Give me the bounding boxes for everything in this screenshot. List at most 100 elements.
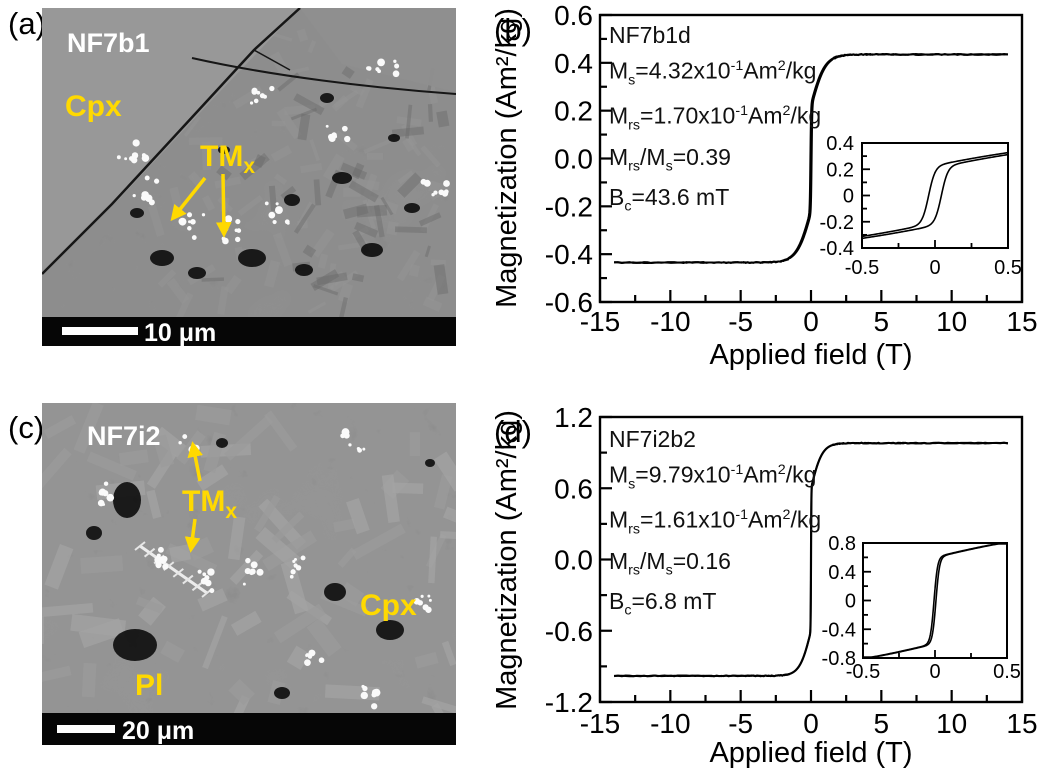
white-speck xyxy=(116,155,121,160)
lath-grain xyxy=(195,404,232,426)
scale-bar-label: 10 μm xyxy=(144,319,216,346)
lath-grain xyxy=(351,523,406,560)
dendrite-spine xyxy=(139,544,208,595)
grain xyxy=(420,145,441,168)
lath-grain xyxy=(433,474,453,510)
lath-grain xyxy=(73,403,104,454)
lath-grain xyxy=(324,684,380,701)
white-speck xyxy=(269,85,275,92)
grain xyxy=(157,269,177,288)
cpx-label: Cpx xyxy=(360,589,417,622)
white-speck xyxy=(344,135,351,143)
grain xyxy=(214,176,241,189)
y-tick-label: 0.6 xyxy=(554,0,593,31)
white-speck xyxy=(362,447,366,451)
white-speck xyxy=(251,87,258,94)
lath-grain xyxy=(337,547,357,568)
white-speck xyxy=(318,657,325,664)
crack-line xyxy=(253,49,291,71)
lath-grain xyxy=(273,603,326,644)
white-speck xyxy=(343,432,350,439)
white-speck xyxy=(156,553,161,558)
grain xyxy=(269,31,293,42)
y-tick-label: -0.6 xyxy=(545,287,593,318)
lath-grain xyxy=(440,531,456,541)
grain xyxy=(201,277,225,282)
white-speck xyxy=(427,594,431,598)
grain xyxy=(397,170,414,185)
white-speck xyxy=(157,546,164,553)
white-speck xyxy=(209,588,215,594)
panel-c-tag: (c) xyxy=(8,410,45,445)
y-tick-label: 0 xyxy=(843,186,854,208)
grain xyxy=(330,270,347,287)
white-speck xyxy=(106,493,115,502)
dark-patch xyxy=(218,146,230,154)
dark-patch xyxy=(150,250,174,266)
grain xyxy=(280,185,297,201)
tmx-label-sub: x xyxy=(243,155,255,178)
dark-patch xyxy=(425,459,435,467)
lath-grain xyxy=(196,464,229,491)
grain xyxy=(354,221,379,238)
white-speck xyxy=(340,433,346,439)
white-speck xyxy=(178,218,185,225)
white-speck xyxy=(293,563,298,568)
y-tick-label: 0.0 xyxy=(554,545,593,576)
lath-grain xyxy=(414,651,439,669)
lath-grain xyxy=(138,596,166,626)
dark-patch xyxy=(188,267,206,279)
white-speck xyxy=(289,574,294,579)
y-tick-label: 0.4 xyxy=(554,48,593,79)
inset-hysteresis-curve xyxy=(862,151,1008,238)
grain xyxy=(418,212,442,227)
white-speck xyxy=(161,555,168,562)
grain xyxy=(342,203,369,220)
grain xyxy=(369,209,384,222)
white-speck xyxy=(341,125,348,132)
y-tick-label: 0.4 xyxy=(826,133,854,155)
grain xyxy=(293,93,325,116)
white-speck xyxy=(144,175,150,181)
pl-label: Pl xyxy=(135,669,163,702)
lath-grain xyxy=(227,516,246,561)
crack-line xyxy=(191,57,456,95)
white-speck xyxy=(431,193,435,197)
white-speck xyxy=(191,235,197,240)
x-tick-label: -15 xyxy=(580,708,620,739)
grain xyxy=(424,245,431,258)
grain xyxy=(280,66,310,77)
y-tick-label: -0.4 xyxy=(820,238,854,260)
x-tick-label: 0.5 xyxy=(994,257,1022,279)
lath-grain xyxy=(271,511,305,544)
white-speck xyxy=(392,70,400,78)
white-speck xyxy=(256,90,261,95)
sem-c-lath-texture xyxy=(42,403,456,745)
lath-grain xyxy=(306,617,342,657)
grain xyxy=(343,187,361,197)
lath-grain xyxy=(333,518,356,533)
white-speck xyxy=(249,101,254,105)
dark-patch xyxy=(274,687,290,699)
grain xyxy=(351,273,365,283)
y-tick-label: 1.2 xyxy=(554,402,593,433)
white-speck xyxy=(269,213,273,217)
white-speck xyxy=(425,606,432,613)
scale-bar xyxy=(62,327,138,335)
lath-grain xyxy=(42,616,44,644)
white-speck xyxy=(264,201,269,206)
grain xyxy=(240,153,269,175)
x-tick-label: 0.5 xyxy=(993,661,1021,683)
lath-grain xyxy=(160,640,185,663)
grain xyxy=(427,104,434,122)
inset-hysteresis-curve xyxy=(863,543,1007,658)
grain xyxy=(310,269,340,292)
grain xyxy=(316,272,348,286)
tmx-label-main: TM xyxy=(200,140,243,173)
lath-grain xyxy=(86,451,137,481)
white-speck xyxy=(371,703,378,710)
white-speck xyxy=(272,219,277,225)
grain xyxy=(239,152,270,181)
y-tick-label: -0.4 xyxy=(545,239,593,270)
hysteresis-curve xyxy=(613,53,1008,265)
